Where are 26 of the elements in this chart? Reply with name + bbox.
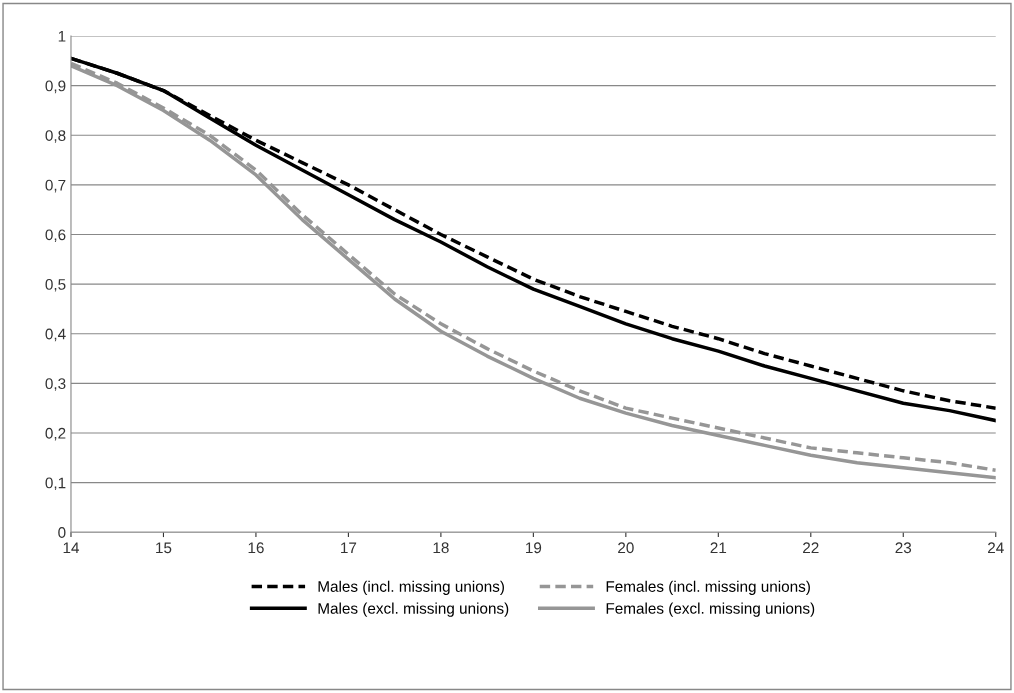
legend-label: Females (incl. missing unions) xyxy=(606,580,810,595)
y-tick-label: 0,6 xyxy=(45,229,66,242)
y-tick-label: 0,5 xyxy=(45,279,66,292)
y-tick-label: 0 xyxy=(58,527,66,538)
x-tick-label: 19 xyxy=(526,542,542,554)
x-tick-label: 15 xyxy=(156,542,172,554)
y-tick-label: 0,1 xyxy=(45,477,66,491)
legend-label: Females (excl. missing unions) xyxy=(606,602,815,617)
y-tick-label: 0,2 xyxy=(45,427,66,441)
y-tick-label: 1 xyxy=(58,31,66,42)
legend-label: Males (incl. missing unions) xyxy=(318,580,504,595)
x-tick-label: 23 xyxy=(895,542,912,554)
x-tick-label: 17 xyxy=(341,542,357,554)
x-tick-label: 20 xyxy=(618,542,634,554)
y-tick-label: 0,7 xyxy=(45,179,66,193)
x-tick-label: 16 xyxy=(248,542,264,554)
legend-label: Males (excl. missing unions) xyxy=(318,602,509,617)
y-tick-label: 0,3 xyxy=(45,378,66,391)
x-tick-label: 21 xyxy=(710,542,727,554)
x-tick-label: 14 xyxy=(63,542,80,554)
x-tick-label: 18 xyxy=(433,542,449,554)
x-tick-label: 24 xyxy=(988,542,1004,554)
x-tick-label: 22 xyxy=(803,542,819,554)
y-tick-label: 0,4 xyxy=(45,328,66,342)
y-tick-label: 0,9 xyxy=(45,80,66,94)
y-tick-label: 0,8 xyxy=(45,130,66,143)
